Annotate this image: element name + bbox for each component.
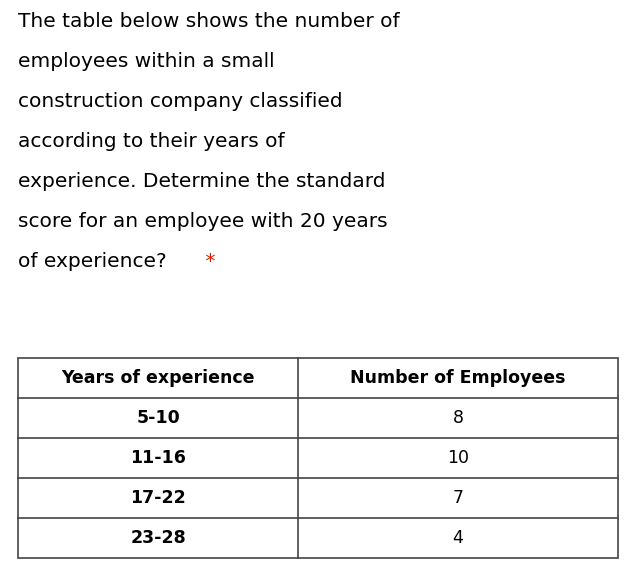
Text: 8: 8 xyxy=(452,409,464,427)
Text: of experience?: of experience? xyxy=(18,252,167,271)
Text: 10: 10 xyxy=(447,449,469,467)
Text: construction company classified: construction company classified xyxy=(18,92,343,111)
Text: according to their years of: according to their years of xyxy=(18,132,285,151)
Text: *: * xyxy=(199,252,216,271)
Bar xyxy=(18,358,618,558)
Text: experience. Determine the standard: experience. Determine the standard xyxy=(18,172,385,191)
Text: 23-28: 23-28 xyxy=(130,529,186,547)
Text: 11-16: 11-16 xyxy=(130,449,186,467)
Text: 5-10: 5-10 xyxy=(136,409,180,427)
Text: 7: 7 xyxy=(452,489,464,507)
Text: 4: 4 xyxy=(453,529,464,547)
Text: Years of experience: Years of experience xyxy=(61,369,255,387)
Text: The table below shows the number of: The table below shows the number of xyxy=(18,12,399,31)
Text: score for an employee with 20 years: score for an employee with 20 years xyxy=(18,212,387,231)
Text: 17-22: 17-22 xyxy=(130,489,186,507)
Text: employees within a small: employees within a small xyxy=(18,52,275,71)
Text: Number of Employees: Number of Employees xyxy=(350,369,566,387)
